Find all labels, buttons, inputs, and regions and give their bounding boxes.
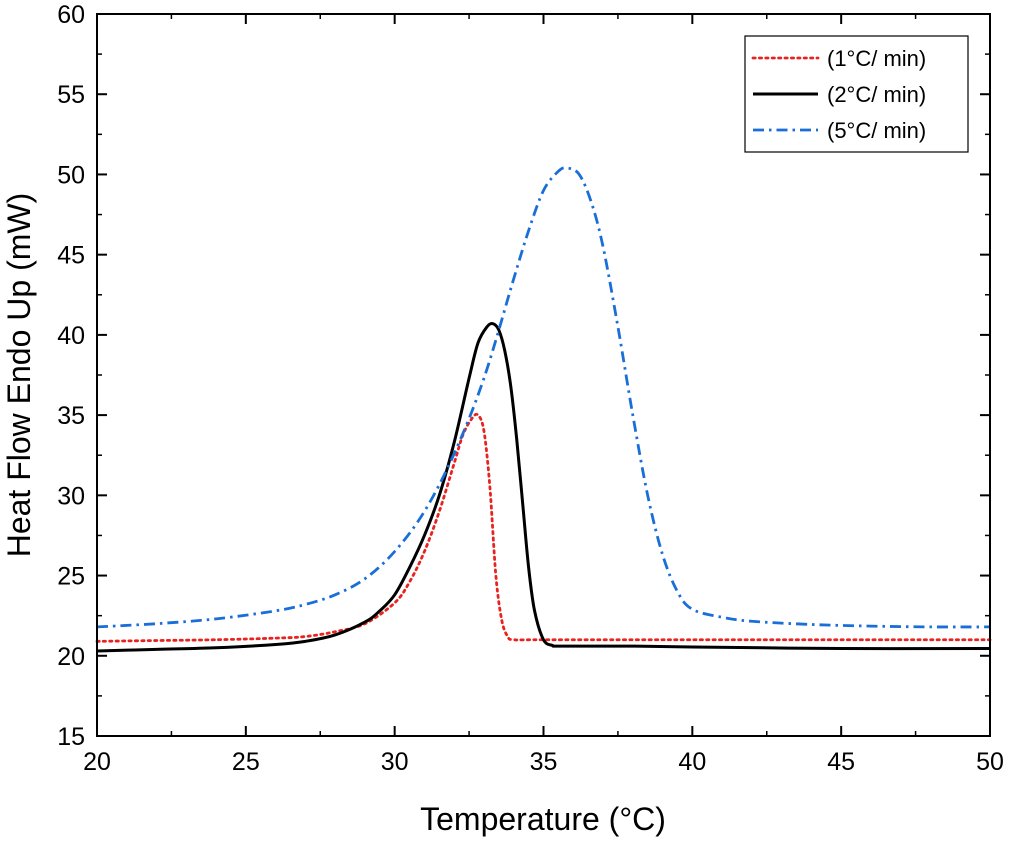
x-tick-label: 30 xyxy=(381,748,409,776)
y-tick-label: 45 xyxy=(57,242,85,270)
x-tick-label: 50 xyxy=(976,748,1004,776)
series-line-3 xyxy=(96,166,991,629)
x-tick-label: 35 xyxy=(530,748,558,776)
y-tick-label: 25 xyxy=(57,563,85,591)
y-tick-label: 40 xyxy=(57,322,85,350)
x-tick-label: 25 xyxy=(232,748,260,776)
y-tick-label: 60 xyxy=(57,1,85,29)
x-axis-title: Temperature (°C) xyxy=(420,801,666,837)
y-tick-label: 30 xyxy=(57,482,85,510)
series-line-1 xyxy=(95,412,992,643)
legend-label-1: (1°C/ min) xyxy=(827,46,926,71)
series-layer xyxy=(95,166,992,653)
y-tick-label: 20 xyxy=(57,643,85,671)
series-line-2 xyxy=(96,321,991,653)
y-tick-label: 15 xyxy=(57,723,85,751)
y-tick-label: 55 xyxy=(57,81,85,109)
x-tick-label: 45 xyxy=(827,748,855,776)
legend-label-3: (5°C/ min) xyxy=(827,118,926,143)
legend: (1°C/ min) (2°C/ min) (5°C/ min) xyxy=(744,35,969,153)
y-tick-label: 35 xyxy=(57,402,85,430)
x-tick-label: 20 xyxy=(83,748,111,776)
y-tick-label: 50 xyxy=(57,161,85,189)
x-tick-label: 40 xyxy=(678,748,706,776)
legend-label-2: (2°C/ min) xyxy=(827,82,926,107)
y-axis-title: Heat Flow Endo Up (mW) xyxy=(1,193,37,558)
